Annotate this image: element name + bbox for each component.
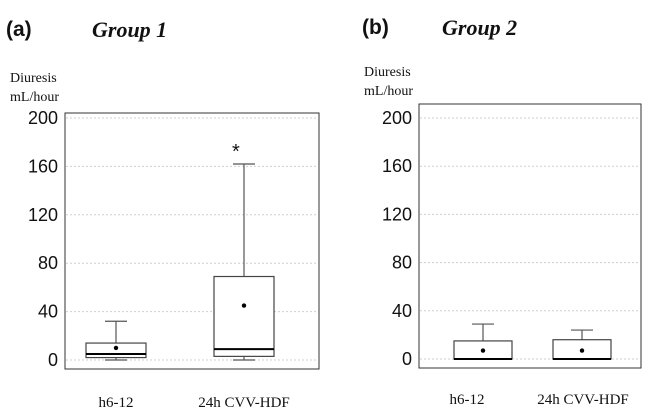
panel-b-y-tick-label: 120 [382,204,412,224]
panel-b: (b) Group 2 Diuresis mL/hour 0 40 80 120 160… [362,15,642,408]
panel-b-box-1 [552,329,612,360]
iqr-box [85,342,147,359]
panel-b-category-0: h6-12 [450,392,485,408]
panel-a-y-tick-label: 40 [38,302,58,322]
panel-b-y-tick-label: 0 [402,349,412,369]
significance-marker: * [232,141,240,163]
panel-b-letter: (b) [362,16,389,39]
panel-b-boxes [453,323,612,360]
panel-a-category-0: h6-12 [99,395,134,410]
panel-b-ylabel-line1: Diuresis [364,65,411,80]
panel-b-plot-frame [418,103,642,369]
panel-a-letter: (a) [6,18,32,41]
panel-a-category-1: 24h CVV-HDF [198,395,290,410]
panel-b-y-tick-label: 160 [382,156,412,176]
panel-a-box-0 [85,320,147,361]
panel-a-ylabel-line1: Diuresis [10,71,57,86]
panel-b-y-tick-label: 200 [382,108,412,128]
panel-b-title: Group 2 [442,15,517,40]
panel-b-gridlines [420,117,640,360]
mean-point [113,345,119,351]
panel-a: (a) Group 1 Diuresis mL/hour 0 40 80 120 160… [6,17,320,410]
panel-a-box-1: * [213,141,275,361]
panel-a-gridlines [66,117,318,361]
panel-b-category-1: 24h CVV-HDF [537,392,629,408]
mean-point [241,303,247,308]
panel-a-y-tick-label: 80 [38,253,58,273]
panel-a-y-ticks: 0 40 80 120 160 200 [28,108,58,370]
panel-a-boxes: * [85,141,275,361]
panel-a-y-tick-label: 160 [28,156,58,176]
mean-point [480,348,486,353]
panel-a-y-tick-label: 120 [28,205,58,225]
panel-b-box-0 [453,323,513,360]
panel-b-y-tick-label: 40 [392,301,412,321]
panel-a-title: Group 1 [92,17,167,42]
panel-b-y-ticks: 0 40 80 120 160 200 [382,108,412,369]
panel-a-ylabel-line2: mL/hour [10,90,59,105]
panel-b-y-tick-label: 80 [392,253,412,273]
panel-a-plot-frame [64,112,320,370]
iqr-box [213,275,275,357]
panel-a-y-tick-label: 0 [48,350,58,370]
mean-point [579,348,585,353]
panel-b-ylabel-line2: mL/hour [364,84,413,99]
panel-a-y-tick-label: 200 [28,108,58,128]
